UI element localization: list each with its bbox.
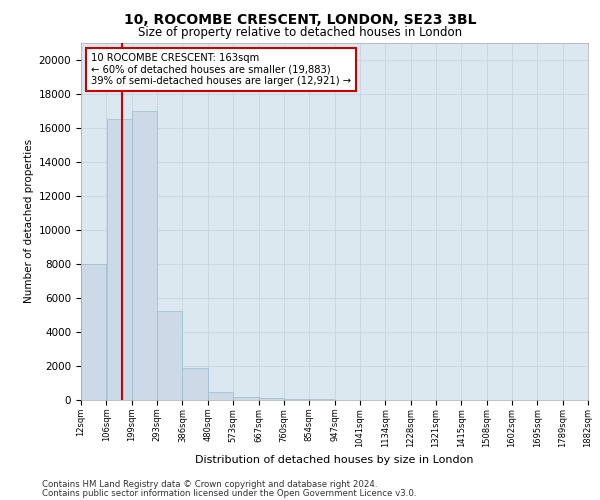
X-axis label: Distribution of detached houses by size in London: Distribution of detached houses by size … — [195, 455, 474, 465]
Bar — [208, 392, 233, 400]
Bar — [157, 312, 182, 400]
Text: Size of property relative to detached houses in London: Size of property relative to detached ho… — [138, 26, 462, 39]
Text: Contains public sector information licensed under the Open Government Licence v3: Contains public sector information licen… — [42, 488, 416, 498]
Bar — [81, 264, 106, 400]
Text: Contains HM Land Registry data © Crown copyright and database right 2024.: Contains HM Land Registry data © Crown c… — [42, 480, 377, 489]
Y-axis label: Number of detached properties: Number of detached properties — [25, 139, 34, 304]
Bar — [284, 398, 309, 400]
Text: 10 ROCOMBE CRESCENT: 163sqm
← 60% of detached houses are smaller (19,883)
39% of: 10 ROCOMBE CRESCENT: 163sqm ← 60% of det… — [91, 53, 351, 86]
Bar — [233, 397, 259, 400]
Text: 10, ROCOMBE CRESCENT, LONDON, SE23 3BL: 10, ROCOMBE CRESCENT, LONDON, SE23 3BL — [124, 12, 476, 26]
Bar — [310, 399, 334, 400]
Bar — [259, 398, 284, 400]
Bar — [107, 119, 131, 400]
Bar — [132, 110, 157, 400]
Bar — [182, 368, 208, 400]
